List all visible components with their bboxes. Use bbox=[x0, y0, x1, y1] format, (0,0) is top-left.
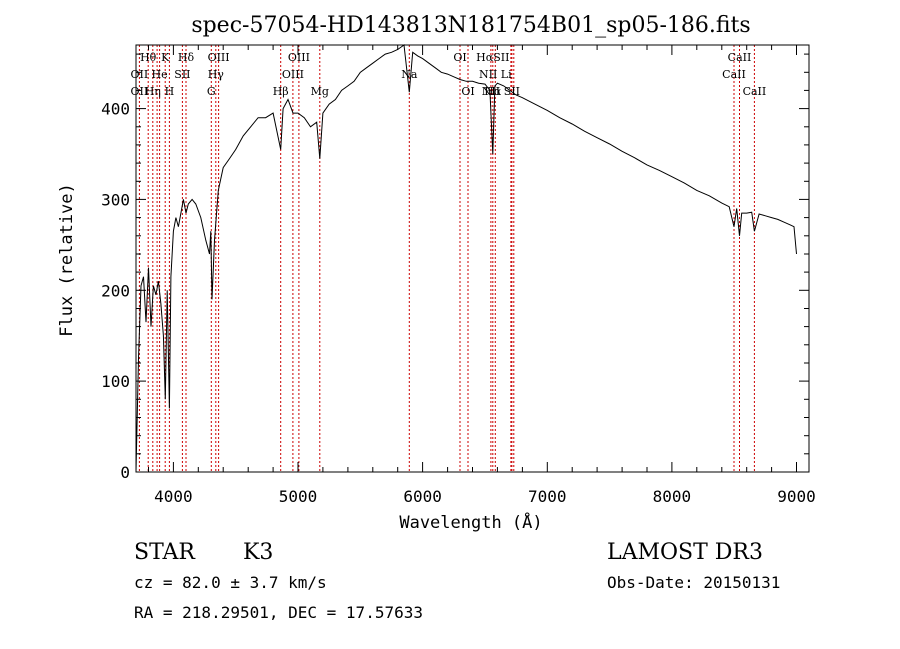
y-tick-label-4: 400 bbox=[101, 100, 130, 119]
observation-date: Obs-Date: 20150131 bbox=[607, 573, 781, 592]
x-tick-label-0: 4000 bbox=[154, 487, 193, 506]
y-tick-label-2: 200 bbox=[101, 281, 130, 300]
x-tick-label-4: 8000 bbox=[653, 487, 692, 506]
y-tick-label-3: 300 bbox=[101, 190, 130, 209]
coordinates: RA = 218.29501, DEC = 17.57633 bbox=[134, 603, 423, 622]
line-markers bbox=[138, 45, 755, 472]
line-annotation-19: G bbox=[207, 85, 216, 98]
line-annotation-14: NII Li bbox=[479, 68, 512, 81]
line-annotation-26: CaII bbox=[743, 85, 767, 98]
line-annotation-11: Hγ bbox=[208, 68, 225, 81]
chart-title: spec-57054-HD143813N181754B01_sp05-186.f… bbox=[191, 13, 750, 38]
survey-name: LAMOST DR3 bbox=[607, 540, 763, 565]
x-tick-label-3: 7000 bbox=[528, 487, 567, 506]
line-annotation-1: K bbox=[161, 51, 170, 64]
line-annotation-5: OI bbox=[453, 51, 466, 64]
line-annotation-20: Hβ bbox=[273, 85, 289, 98]
line-annotation-6: HαSII bbox=[476, 51, 509, 64]
line-annotation-13: Na bbox=[401, 68, 418, 81]
line-annotation-22: OI bbox=[461, 85, 474, 98]
line-annotation-9: He bbox=[152, 68, 168, 81]
x-axis-label: Wavelength (Å) bbox=[399, 511, 542, 533]
line-annotation-0: Hθ bbox=[140, 51, 157, 64]
x-axis: 4000 5000 6000 7000 8000 9000 bbox=[148, 45, 816, 506]
line-annotation-18: H bbox=[165, 85, 175, 98]
y-axis: 0 100 200 300 400 bbox=[101, 53, 809, 482]
line-annotation-4: OIII bbox=[288, 51, 310, 64]
spectrum-line bbox=[135, 44, 797, 473]
line-annotation-2: Hδ bbox=[178, 51, 195, 64]
y-axis-label: Flux (relative) bbox=[57, 183, 77, 337]
y-tick-label-1: 100 bbox=[101, 372, 130, 391]
plot-frame bbox=[135, 44, 810, 473]
redshift-velocity: cz = 82.0 ± 3.7 km/s bbox=[134, 573, 327, 592]
line-annotation-15: CaII bbox=[722, 68, 746, 81]
line-annotations: Hθ K Hδ OIII OIII OI HαSII CaII OII He SII Hγ OIII Na… bbox=[131, 51, 767, 98]
x-tick-label-2: 6000 bbox=[403, 487, 442, 506]
line-annotation-16: OII bbox=[131, 85, 149, 98]
line-annotation-10: SII bbox=[174, 68, 190, 81]
x-tick-label-1: 5000 bbox=[279, 487, 318, 506]
line-annotation-12: OIII bbox=[282, 68, 304, 81]
line-annotation-17: Hη bbox=[145, 85, 161, 98]
x-tick-label-5: 9000 bbox=[777, 487, 816, 506]
line-annotation-8: OII bbox=[131, 68, 149, 81]
line-annotation-7: CaII bbox=[728, 51, 752, 64]
line-annotation-21: Mg bbox=[311, 85, 329, 98]
line-annotation-3: OIII bbox=[208, 51, 230, 64]
object-subclass: K3 bbox=[243, 540, 274, 565]
object-class: STAR bbox=[134, 540, 195, 565]
line-annotation-24: NII bbox=[482, 85, 500, 98]
y-tick-label-0: 0 bbox=[120, 463, 130, 482]
